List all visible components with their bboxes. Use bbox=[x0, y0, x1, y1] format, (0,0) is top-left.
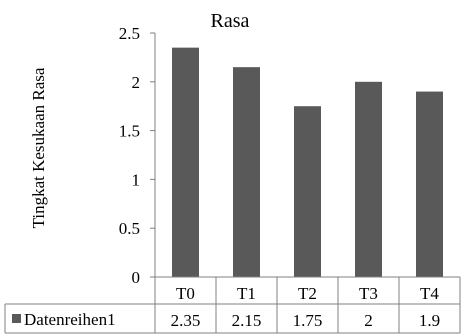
x-category-label: T2 bbox=[298, 284, 317, 303]
data-value-label: 2 bbox=[364, 311, 373, 330]
bar-t4 bbox=[416, 91, 443, 277]
y-tick-label: 2 bbox=[132, 73, 141, 92]
x-category-label: T4 bbox=[420, 284, 439, 303]
data-value-label: 1.75 bbox=[293, 311, 323, 330]
bar-t1 bbox=[233, 67, 260, 277]
x-category-label: T1 bbox=[237, 284, 256, 303]
axes bbox=[150, 32, 156, 278]
y-tick-label: 0 bbox=[132, 268, 141, 287]
bar-t2 bbox=[294, 106, 321, 277]
data-value-label: 2.15 bbox=[232, 311, 262, 330]
y-tick-label: 0.5 bbox=[119, 219, 140, 238]
y-tick-label: 1 bbox=[132, 170, 141, 189]
x-category-label: T0 bbox=[176, 284, 195, 303]
x-category-label: T3 bbox=[359, 284, 378, 303]
y-axis-label: Tingkat Kesukaan Rasa bbox=[29, 67, 48, 228]
data-value-label: 2.35 bbox=[171, 311, 201, 330]
data-value-label: 1.9 bbox=[419, 311, 440, 330]
series-name: Datenreihen1 bbox=[24, 310, 116, 329]
bar-t0 bbox=[172, 47, 199, 277]
y-tick-label: 2.5 bbox=[119, 24, 140, 43]
legend-key bbox=[12, 314, 21, 323]
data-table: T0 T1 T2 T3 T4 Datenreihen1 2.35 2.15 1.75 2 1.9 bbox=[4, 276, 461, 334]
y-axis-ticks: 0 0.5 1 1.5 2 2.5 bbox=[119, 24, 140, 287]
y-tick-label: 1.5 bbox=[119, 122, 140, 141]
bar-t3 bbox=[355, 81, 382, 277]
bars bbox=[172, 47, 443, 277]
chart-title: Rasa bbox=[211, 10, 250, 32]
